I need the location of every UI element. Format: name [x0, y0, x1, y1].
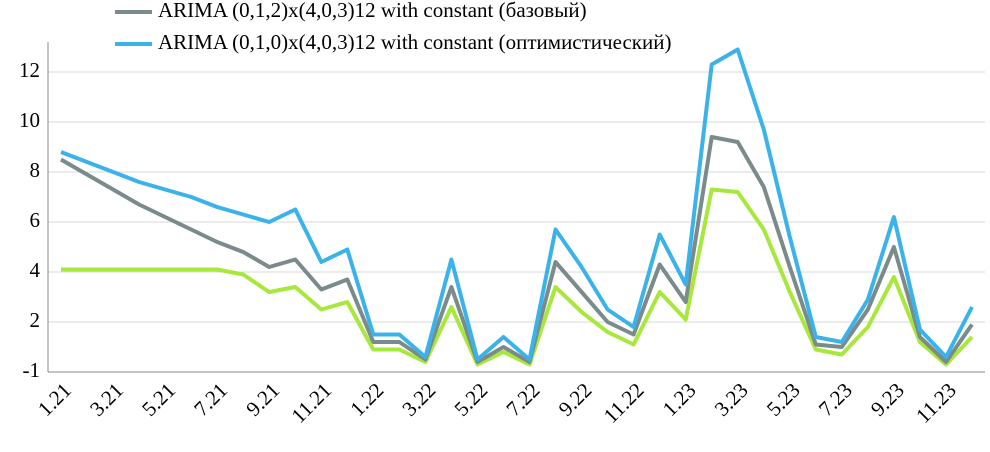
- line-series: [61, 187, 974, 367]
- x-tick-label: 7.22: [501, 378, 544, 421]
- x-tick-label: 5.21: [137, 378, 180, 421]
- y-tick-label: 10: [19, 108, 40, 132]
- x-tick-label: 9.21: [241, 378, 284, 421]
- x-tick-label: 3.23: [710, 378, 753, 421]
- y-tick-label: 2: [30, 308, 41, 332]
- y-tick-label: 8: [30, 158, 41, 182]
- x-tick-label: 3.22: [397, 378, 440, 421]
- x-tick-label: 11.22: [599, 378, 649, 428]
- x-tick-label: 7.23: [814, 378, 857, 421]
- x-tick-label: 9.23: [866, 378, 909, 421]
- legend-label: ARIMA (0,1,0)x(4,0,3)12 with constant (о…: [158, 30, 671, 54]
- x-tick-label: 11.21: [286, 378, 336, 428]
- x-tick-label: 3.21: [85, 378, 128, 421]
- x-tick-label: 7.21: [189, 378, 232, 421]
- legend-label: ARIMA (0,1,2)x(4,0,3)12 with constant (б…: [158, 0, 587, 22]
- x-tick-label: 5.23: [762, 378, 805, 421]
- x-tick-label: 1.21: [33, 378, 76, 421]
- x-tick-label: 5.22: [449, 378, 492, 421]
- y-tick-label: 6: [30, 208, 41, 232]
- y-tick-label: -1: [23, 358, 41, 382]
- y-tick-label: 4: [30, 258, 41, 282]
- y-tick-label: 12: [19, 58, 40, 82]
- x-tick-label: 1.22: [345, 378, 388, 421]
- line-series: [60, 135, 974, 364]
- x-tick-label: 9.22: [554, 378, 597, 421]
- x-tick-label: 1.23: [658, 378, 701, 421]
- line-series: [60, 47, 974, 362]
- x-tick-label: 11.23: [911, 378, 961, 428]
